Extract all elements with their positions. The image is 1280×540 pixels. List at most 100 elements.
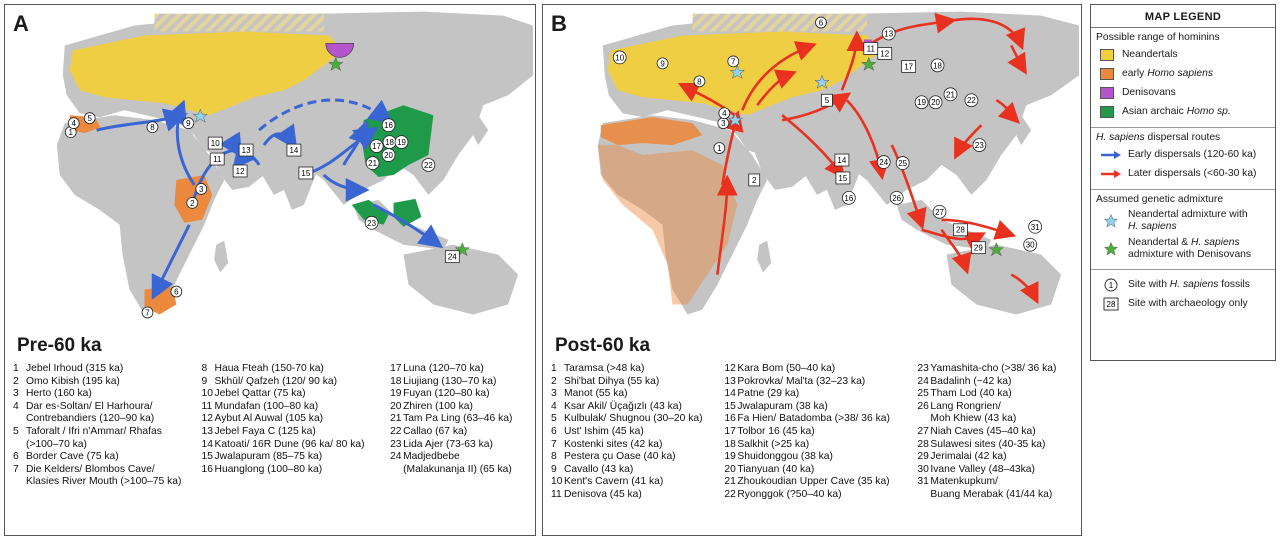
legend-admixture: Assumed genetic admixture Neandertal adm… [1091,190,1275,270]
fossil-site-marker: 23 [972,138,987,152]
site-number: 6 [551,425,557,437]
legend-label: Later dispersals (<60-30 ka) [1128,167,1257,179]
denisovan-admixture-star [861,56,877,71]
site-label: Ryonggok (?50–40 ka) [737,488,842,500]
legend-range-heading: Possible range of hominins [1096,32,1220,43]
site-label: Herto (160 ka) [26,388,92,400]
site-number: 21 [390,413,402,425]
fossil-site-marker: 19 [394,135,409,149]
legend-later-dispersal: Later dispersals (<60-30 ka) [1100,166,1270,181]
site-list-column: 1 Taramsa (>48 ka) 2 Shi'bat Dihya (55 ka) 3… [551,363,724,531]
site-list-item: 3 Manot (55 ka) [551,388,724,401]
site-label: Tolbor 16 (45 ka) [737,425,815,437]
map-pre-60ka: 1 2 3 4 5 6 7 8 9 10 11 12 13 14 15 16 17 18 19 20 21 22 23 24 … [5,5,535,330]
archaeology-site-marker: 13 [238,143,254,157]
site-marker-label: 26 [892,194,901,203]
legend-range-early-sapiens: early Homo sapiens [1100,66,1270,81]
site-list-item: 24 Badalinh (~42 ka) [917,376,1075,389]
site-marker-label: 21 [946,90,955,99]
fossil-site-marker: 16 [381,118,396,133]
site-list-item: 15 Jwalapuram (85–75 ka) [202,451,391,464]
site-number: 1 [551,363,557,374]
site-list-item: 9 Skhūl/ Qafzeh (120/ 90 ka) [202,376,391,389]
site-number: 18 [724,438,736,450]
archaeology-site-marker: 10 [207,136,223,150]
site-number: 13 [724,375,736,387]
site-list-item: 26 Lang Rongrien/ [917,401,1075,414]
site-list-item: 20 Zhiren (100 ka) [390,401,529,414]
site-list-item: Moh Khiew (43 ka) [917,413,1075,426]
fossil-site-marker: 22 [421,158,436,172]
site-marker-label: 16 [844,194,853,203]
site-label: Madjedbebe [403,451,460,463]
site-label: Mundafan (100–80 ka) [214,400,319,412]
site-number: 9 [201,375,208,387]
period-title-a: Pre-60 ka [17,335,102,356]
legend-label-italic: Homo sp. [1186,105,1231,117]
site-marker-label: 17 [372,142,381,151]
legend-label-italic: H. sapiens [1190,237,1240,248]
asian-archaic-sumatra [351,199,389,225]
site-label: Border Cave (75 ka) [26,451,119,463]
denisovan-range [325,43,354,58]
site-list-item: Buang Merabak (41/44 ka) [917,489,1075,502]
square-number-icon: 28 [1100,297,1122,311]
fossil-site-marker: 6 [170,285,183,298]
fossil-site-marker: 25 [895,156,910,170]
site-label: Badalinh (~42 ka) [930,375,1012,387]
site-label: Ivane Valley (48–43ka) [930,463,1035,475]
fossil-site-marker: 26 [889,191,904,205]
site-number: 5 [551,413,557,425]
site-number: 7 [13,463,19,475]
site-label: Taramsa (>48 ka) [564,363,645,374]
site-marker-label: 23 [975,141,984,150]
site-marker-label: 5 [87,114,92,123]
fossil-site-marker: 24 [876,155,891,169]
site-label: Niah Caves (45–40 ka) [930,425,1036,437]
site-label: Omo Kibish (195 ka) [26,375,120,387]
legend-label: early Homo sapiens [1122,68,1213,80]
site-marker-label: 10 [615,53,624,62]
site-marker-label: 29 [974,244,983,253]
site-number: 23 [390,438,402,450]
legend-dispersals: H. sapiens dispersal routes Early disper… [1091,128,1275,190]
site-label: Die Kelders/ Blombos Cave/ [26,463,155,475]
denisovan-admixture-star [328,56,344,71]
site-label: Pokrovka/ Mal'ta (32–23 ka) [737,375,866,387]
legend-label: Neandertal admixture with H. sapiens [1128,209,1248,233]
site-marker-label: 7 [145,308,150,317]
site-list-column: 12 Kara Bom (50–40 ka) 13 Pokrovka/ Mal'ta … [724,363,917,531]
site-list-item: 17 Luna (120–70 ka) [390,363,529,376]
legend-label-italic: H. sapiens [1169,278,1219,290]
site-label: Yamashita-cho (>38/ 36 ka) [930,363,1057,374]
site-label: Tianyuan (40 ka) [737,463,815,475]
site-label: Jebel Qattar (75 ka) [214,388,306,400]
site-label: Klasies River Mouth (>100–75 ka) [26,476,182,488]
fossil-site-marker: 10 [612,50,627,65]
site-number: 1 [13,363,19,374]
site-marker-label: 15 [301,169,310,178]
site-label: Zhoukoudian Upper Cave (35 ka) [737,476,890,488]
site-number: 17 [724,425,736,437]
site-label: Lang Rongrien/ [930,400,1001,412]
site-list-item: 18 Salkhit (>25 ka) [724,439,917,452]
site-list-item: 19 Shuidonggou (38 ka) [724,451,917,464]
site-marker-label: 8 [150,123,155,132]
archaeology-site-marker: 11 [863,42,879,55]
site-number: 13 [201,425,213,437]
site-list-column: 8 Haua Fteah (150-70 ka) 9 Skhūl/ Qafzeh (1… [202,363,391,531]
site-number: 11 [551,488,562,500]
site-list-item: (>100–70 ka) [13,439,202,452]
site-marker-label: 22 [967,96,976,105]
site-number: 5 [13,425,19,437]
site-label: Buang Merabak (41/44 ka) [930,488,1053,500]
fossil-site-marker: 8 [146,121,159,134]
site-list-a: 1 Jebel Irhoud (315 ka) 2 Omo Kibish (195 k… [13,363,529,531]
site-marker-label: 1 [69,128,74,137]
site-label: Manot (55 ka) [564,388,628,400]
site-number [13,476,26,489]
site-label: Kulbulak/ Shugnou (30–20 ka) [564,413,703,425]
site-list-item: Klasies River Mouth (>100–75 ka) [13,476,202,489]
site-marker-label: 11 [867,44,876,53]
